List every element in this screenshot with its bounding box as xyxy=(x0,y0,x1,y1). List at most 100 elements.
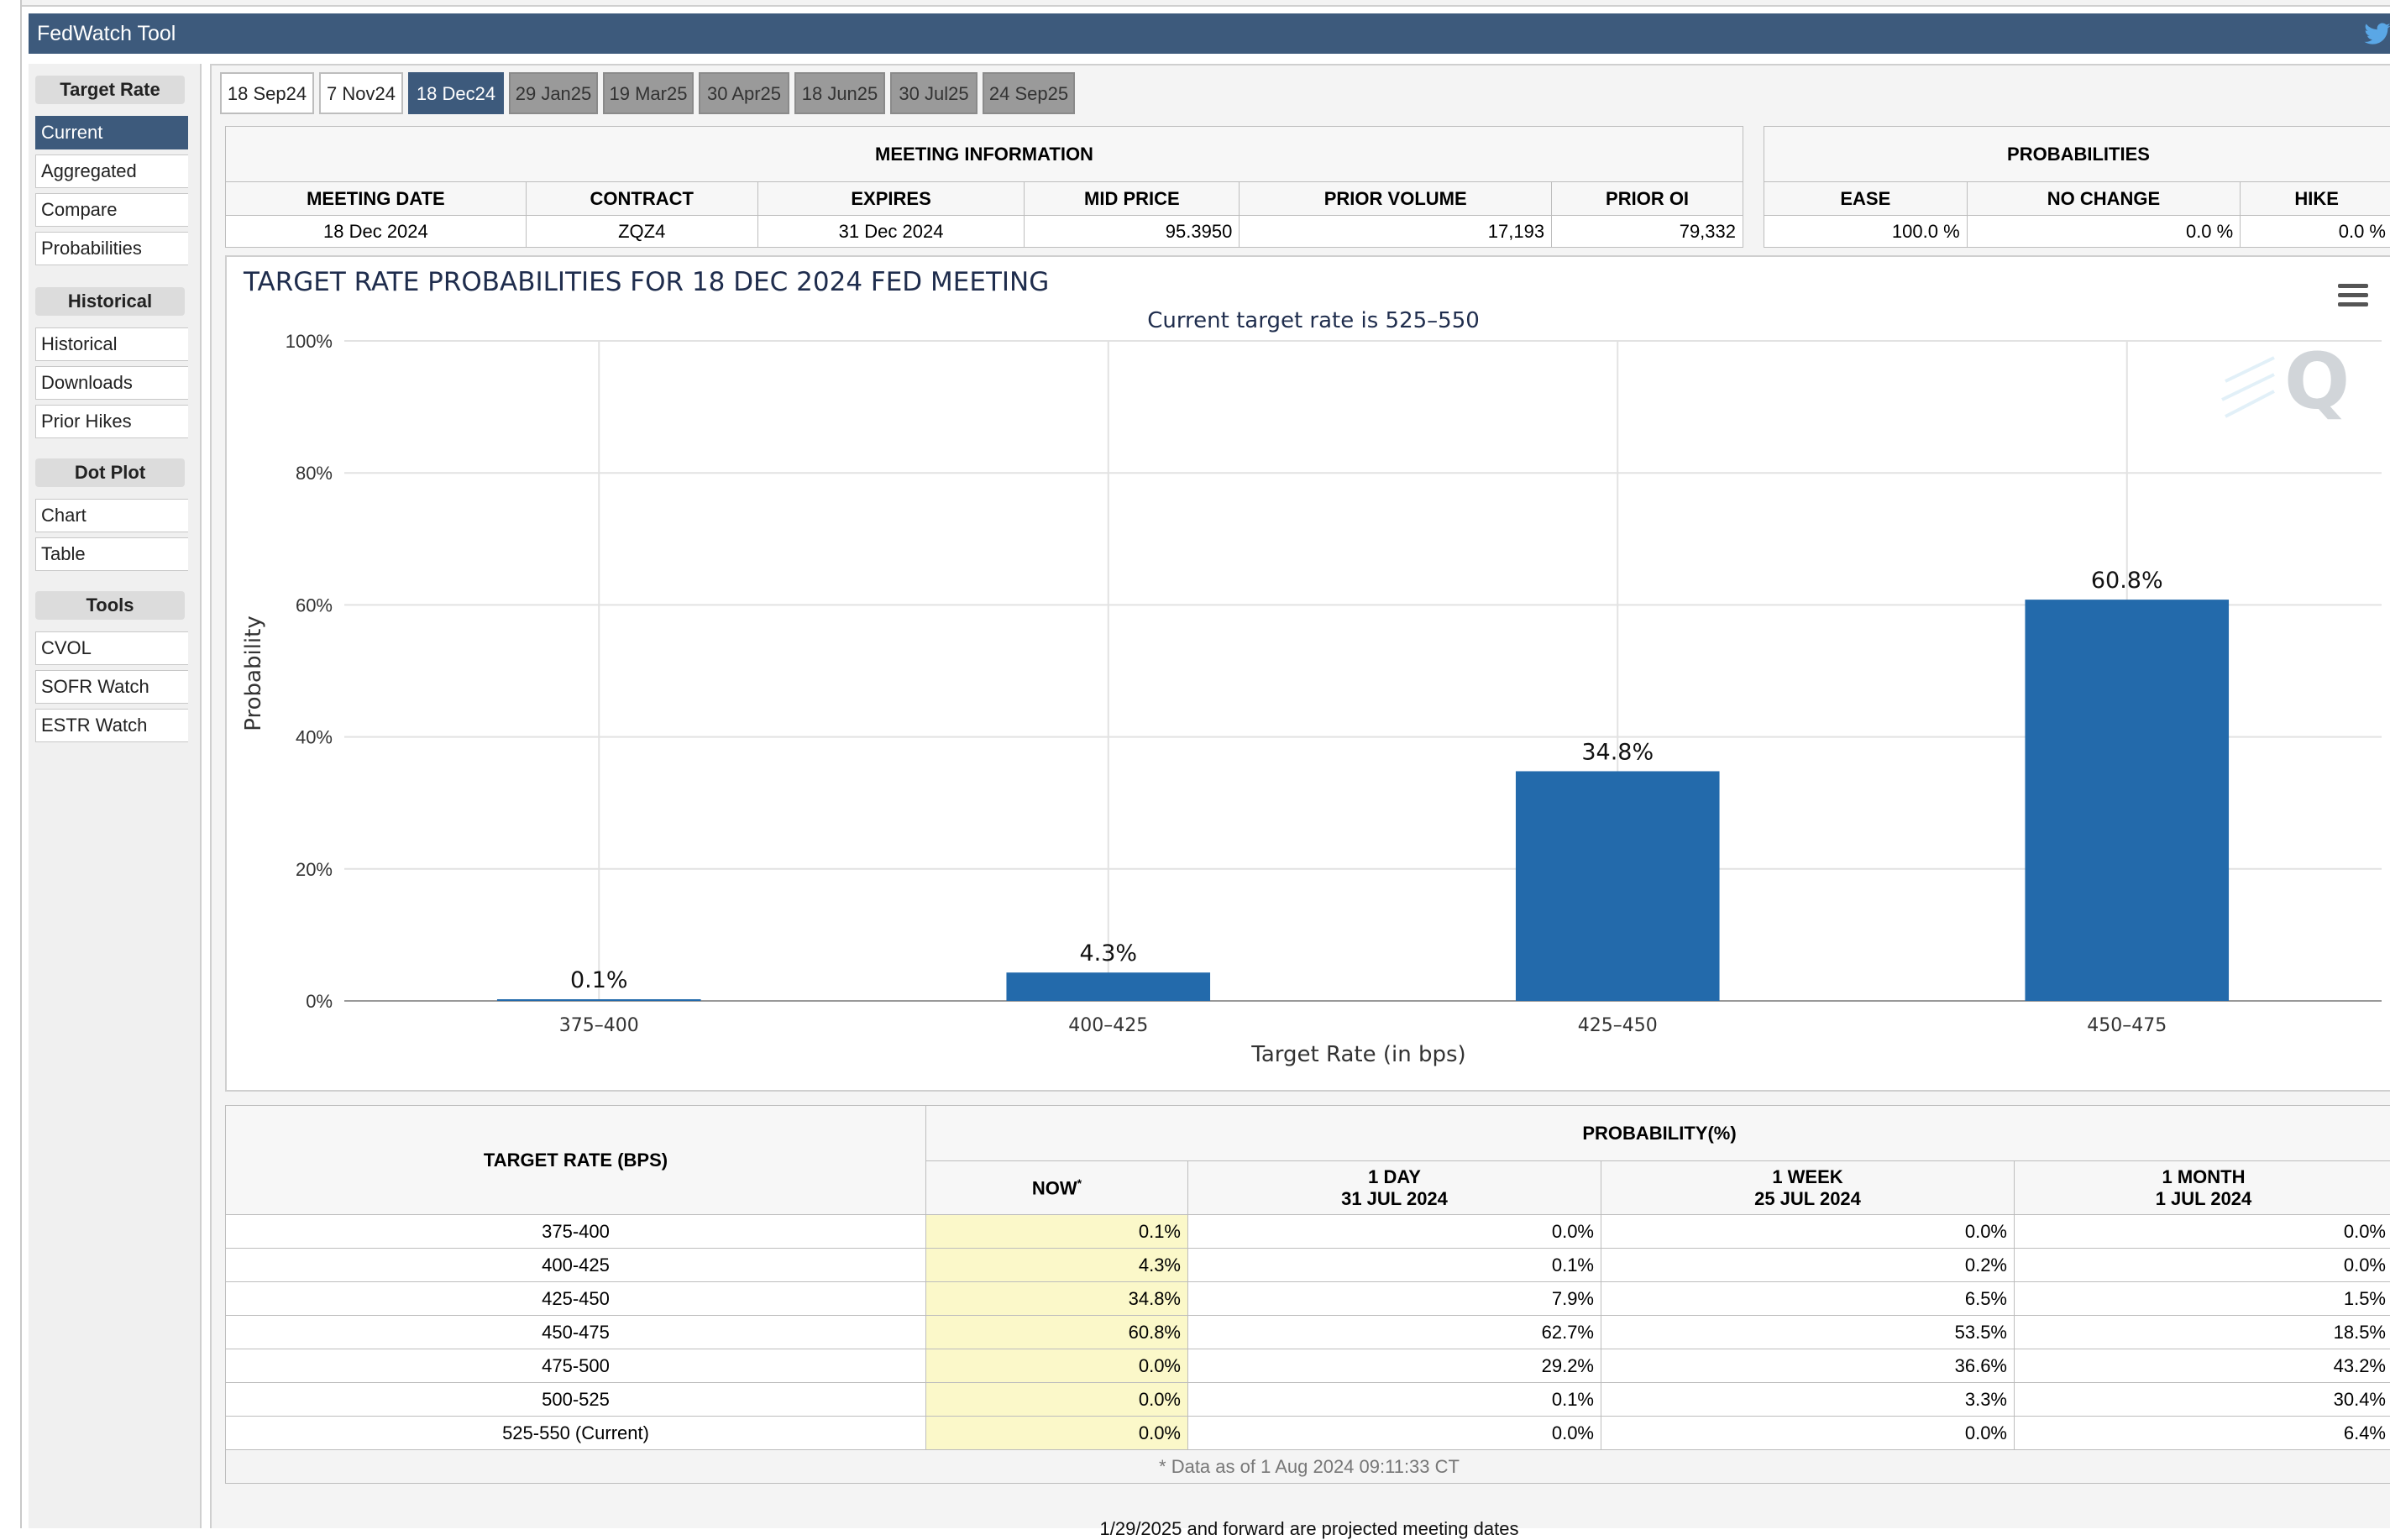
col-1-day-label: 1 DAY xyxy=(1368,1166,1421,1187)
app-frame: FedWatch Tool Target Rate Current Aggreg… xyxy=(20,0,2390,1528)
col-now-label: NOW xyxy=(1032,1177,1077,1198)
row-rate: 450-475 xyxy=(226,1316,926,1349)
tab-29-jan25[interactable]: 29 Jan25 xyxy=(509,72,598,114)
tab-18-sep24[interactable]: 18 Sep24 xyxy=(220,72,314,114)
contract-value: ZQZ4 xyxy=(526,216,757,248)
y-axis-label: Probability xyxy=(241,615,266,731)
row-rate: 400-425 xyxy=(226,1249,926,1282)
app-title: FedWatch Tool xyxy=(37,22,176,45)
expires-value: 31 Dec 2024 xyxy=(757,216,1025,248)
row-now: 0.0% xyxy=(926,1417,1188,1450)
sidebar-item-estr-watch[interactable]: ESTR Watch xyxy=(35,709,188,742)
col-target-rate: TARGET RATE (BPS) xyxy=(226,1106,926,1215)
y-tick-label: 40% xyxy=(296,727,333,748)
col-1-day-date: 31 JUL 2024 xyxy=(1341,1188,1448,1209)
probabilities-title: PROBABILITIES xyxy=(1764,127,2390,182)
row-rate: 500-525 xyxy=(226,1383,926,1417)
col-1-month-date: 1 JUL 2024 xyxy=(2156,1188,2252,1209)
row-1-month: 0.0% xyxy=(2015,1249,2390,1282)
tab-24-sep25[interactable]: 24 Sep25 xyxy=(983,72,1075,114)
col-probability-group: PROBABILITY(%) xyxy=(926,1106,2390,1161)
sidebar-item-current[interactable]: Current xyxy=(35,116,188,149)
sidebar-item-compare[interactable]: Compare xyxy=(35,193,188,227)
col-no-change: NO CHANGE xyxy=(1967,182,2241,216)
row-1-week: 0.2% xyxy=(1601,1249,2015,1282)
sidebar-item-aggregated[interactable]: Aggregated xyxy=(35,155,188,188)
table-row: 475-500 0.0% 29.2% 36.6% 43.2% xyxy=(226,1349,2390,1383)
col-hike: HIKE xyxy=(2241,182,2390,216)
bar-data-label: 34.8% xyxy=(1581,739,1654,765)
y-tick-label: 60% xyxy=(296,595,333,615)
y-tick-label: 20% xyxy=(296,859,333,880)
row-1-week: 53.5% xyxy=(1601,1316,2015,1349)
chart-bar[interactable] xyxy=(497,999,701,1001)
table-row: 375-400 0.1% 0.0% 0.0% 0.0% xyxy=(226,1215,2390,1249)
tab-18-dec24[interactable]: 18 Dec24 xyxy=(408,72,504,114)
watermark-logo: Q xyxy=(2222,337,2350,427)
svg-text:Q: Q xyxy=(2284,337,2350,427)
row-1-month: 0.0% xyxy=(2015,1215,2390,1249)
probability-chart: TARGET RATE PROBABILITIES FOR 18 DEC 202… xyxy=(227,257,2390,1090)
probability-history-table: TARGET RATE (BPS) PROBABILITY(%) NOW* 1 … xyxy=(225,1105,2390,1484)
sidebar-item-downloads[interactable]: Downloads xyxy=(35,366,188,400)
tab-30-apr25[interactable]: 30 Apr25 xyxy=(699,72,789,114)
probabilities-table: PROBABILITIES EASE NO CHANGE HIKE 100.0 … xyxy=(1764,126,2390,248)
y-tick-label: 0% xyxy=(306,991,333,1012)
tab-7-nov24[interactable]: 7 Nov24 xyxy=(319,72,403,114)
col-contract: CONTRACT xyxy=(526,182,757,216)
twitter-icon[interactable] xyxy=(2363,20,2390,49)
chart-container: TARGET RATE PROBABILITIES FOR 18 DEC 202… xyxy=(225,255,2390,1092)
row-now: 0.0% xyxy=(926,1383,1188,1417)
sidebar: Target Rate Current Aggregated Compare P… xyxy=(29,64,202,1528)
row-1-week: 3.3% xyxy=(1601,1383,2015,1417)
chart-menu-icon[interactable] xyxy=(2338,284,2368,307)
tab-19-mar25[interactable]: 19 Mar25 xyxy=(603,72,694,114)
y-tick-label: 80% xyxy=(296,463,333,484)
tab-30-jul25[interactable]: 30 Jul25 xyxy=(890,72,977,114)
y-tick-label: 100% xyxy=(286,331,333,352)
sidebar-heading-dot-plot: Dot Plot xyxy=(35,458,185,487)
chart-bar[interactable] xyxy=(2025,600,2229,1001)
col-prior-volume: PRIOR VOLUME xyxy=(1240,182,1552,216)
sidebar-heading-historical: Historical xyxy=(35,287,185,316)
col-1-week-label: 1 WEEK xyxy=(1772,1166,1842,1187)
bar-data-label: 4.3% xyxy=(1079,940,1137,966)
row-1-day: 62.7% xyxy=(1188,1316,1601,1349)
sidebar-item-sofr-watch[interactable]: SOFR Watch xyxy=(35,670,188,704)
x-tick-label: 375–400 xyxy=(559,1015,639,1036)
row-rate: 375-400 xyxy=(226,1215,926,1249)
sidebar-item-cvol[interactable]: CVOL xyxy=(35,631,188,665)
data-timestamp-note: * Data as of 1 Aug 2024 09:11:33 CT xyxy=(226,1450,2390,1484)
row-now: 4.3% xyxy=(926,1249,1188,1282)
table-row: 450-475 60.8% 62.7% 53.5% 18.5% xyxy=(226,1316,2390,1349)
chart-bar[interactable] xyxy=(1516,771,1720,1001)
row-now: 0.1% xyxy=(926,1215,1188,1249)
tab-18-jun25[interactable]: 18 Jun25 xyxy=(794,72,885,114)
table-row: 500-525 0.0% 0.1% 3.3% 30.4% xyxy=(226,1383,2390,1417)
chart-title: TARGET RATE PROBABILITIES FOR 18 DEC 202… xyxy=(243,267,1049,297)
main-panel: 18 Sep24 7 Nov24 18 Dec24 29 Jan25 19 Ma… xyxy=(210,64,2390,1528)
row-1-week: 0.0% xyxy=(1601,1417,2015,1450)
col-mid-price: MID PRICE xyxy=(1025,182,1240,216)
table-row: 425-450 34.8% 7.9% 6.5% 1.5% xyxy=(226,1282,2390,1316)
sidebar-item-chart[interactable]: Chart xyxy=(35,499,188,532)
sidebar-item-probabilities[interactable]: Probabilities xyxy=(35,232,188,265)
sidebar-heading-tools: Tools xyxy=(35,591,185,620)
table-row: 400-425 4.3% 0.1% 0.2% 0.0% xyxy=(226,1249,2390,1282)
projected-dates-note: 1/29/2025 and forward are projected meet… xyxy=(225,1518,2390,1540)
row-1-month: 30.4% xyxy=(2015,1383,2390,1417)
sidebar-item-prior-hikes[interactable]: Prior Hikes xyxy=(35,405,188,438)
meeting-date-value: 18 Dec 2024 xyxy=(226,216,527,248)
sidebar-heading-target-rate: Target Rate xyxy=(35,76,185,104)
prior-volume-value: 17,193 xyxy=(1240,216,1552,248)
sidebar-item-historical[interactable]: Historical xyxy=(35,327,188,361)
title-bar: FedWatch Tool xyxy=(29,13,2390,54)
row-rate: 425-450 xyxy=(226,1282,926,1316)
meeting-info-table: MEETING INFORMATION MEETING DATE CONTRAC… xyxy=(225,126,1743,248)
col-expires: EXPIRES xyxy=(757,182,1025,216)
sidebar-item-table[interactable]: Table xyxy=(35,537,188,571)
col-1-month-label: 1 MONTH xyxy=(2162,1166,2246,1187)
chart-bar[interactable] xyxy=(1006,972,1210,1001)
